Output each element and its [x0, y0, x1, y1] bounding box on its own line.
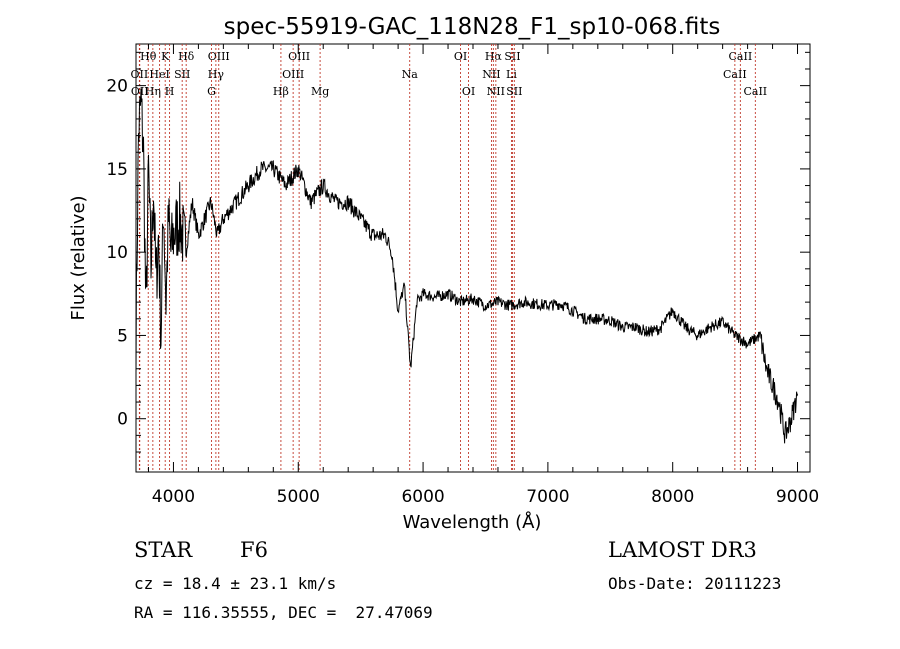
spectrum-series-line: [135, 88, 798, 444]
plot-frame: [135, 43, 811, 473]
y-axis-label: Flux (relative): [68, 195, 89, 320]
y-tick-label: 0: [117, 410, 128, 430]
spectral-line-label: CaII: [723, 68, 747, 81]
spectral-line-label: CaII: [729, 50, 753, 63]
spectral-line-label: OIII: [282, 68, 304, 81]
subclass-label: F6: [240, 538, 268, 562]
spectral-line-label: G: [207, 85, 216, 98]
spectral-line-label: OIII: [208, 50, 230, 63]
spectral-line-label: H: [165, 85, 175, 98]
x-tick-label: 6000: [401, 487, 444, 507]
spectral-line-label: OI: [462, 85, 475, 98]
spectral-line-label: HeI: [149, 68, 169, 81]
spectral-line-label: Hγ: [208, 68, 225, 81]
spectral-line-label: OII: [131, 68, 149, 81]
coordinates-text: RA = 116.35555, DEC = 27.47069: [134, 603, 433, 622]
spectral-line-label: K: [161, 50, 170, 63]
chart-title: spec-55919-GAC_118N28_F1_sp10-068.fits: [224, 14, 721, 40]
spectral-line-label: OI: [454, 50, 467, 63]
series-layer: [135, 88, 798, 444]
spectral-line-label: Hη: [145, 85, 161, 98]
y-tick-label: 15: [106, 160, 128, 180]
y-tick-label: 20: [106, 77, 128, 97]
axis-ticks-layer: 4000 5000 6000 7000 8000 9000 0 5 10 15 20: [106, 44, 819, 507]
spectral-line-label: NII: [487, 85, 505, 98]
y-tick-label: 5: [117, 326, 128, 346]
spectral-line-label: CaII: [743, 85, 767, 98]
spectral-line-label: OIII: [288, 50, 310, 63]
redshift-text: cz = 18.4 ± 23.1 km/s: [134, 574, 337, 593]
spectral-line-label: Hβ: [273, 85, 289, 98]
spectral-line-label: SII: [174, 68, 190, 81]
spectral-line-label: SII: [504, 50, 520, 63]
spectral-line-label: Hα: [485, 50, 503, 63]
spectral-line-label: Hθ: [140, 50, 157, 63]
spectral-line-label: OII: [131, 85, 149, 98]
x-tick-label: 5000: [277, 487, 320, 507]
y-tick-label: 10: [106, 243, 128, 263]
x-tick-label: 8000: [651, 487, 694, 507]
survey-label: LAMOST DR3: [608, 538, 757, 562]
spectral-line-label: Hδ: [178, 50, 195, 63]
x-tick-label: 7000: [526, 487, 569, 507]
spectral-line-label: NII: [482, 68, 500, 81]
x-axis-label: Wavelength (Å): [403, 511, 542, 533]
x-tick-label: 4000: [152, 487, 195, 507]
x-tick-label: 9000: [776, 487, 819, 507]
spectral-line-label: SII: [506, 85, 522, 98]
classification-label: STAR: [134, 538, 193, 562]
spectral-line-label: Mg: [311, 85, 329, 98]
obs-date-text: Obs-Date: 20111223: [608, 574, 782, 593]
spectral-line-label: Li: [506, 68, 517, 81]
spectral-line-label: Na: [402, 68, 419, 81]
